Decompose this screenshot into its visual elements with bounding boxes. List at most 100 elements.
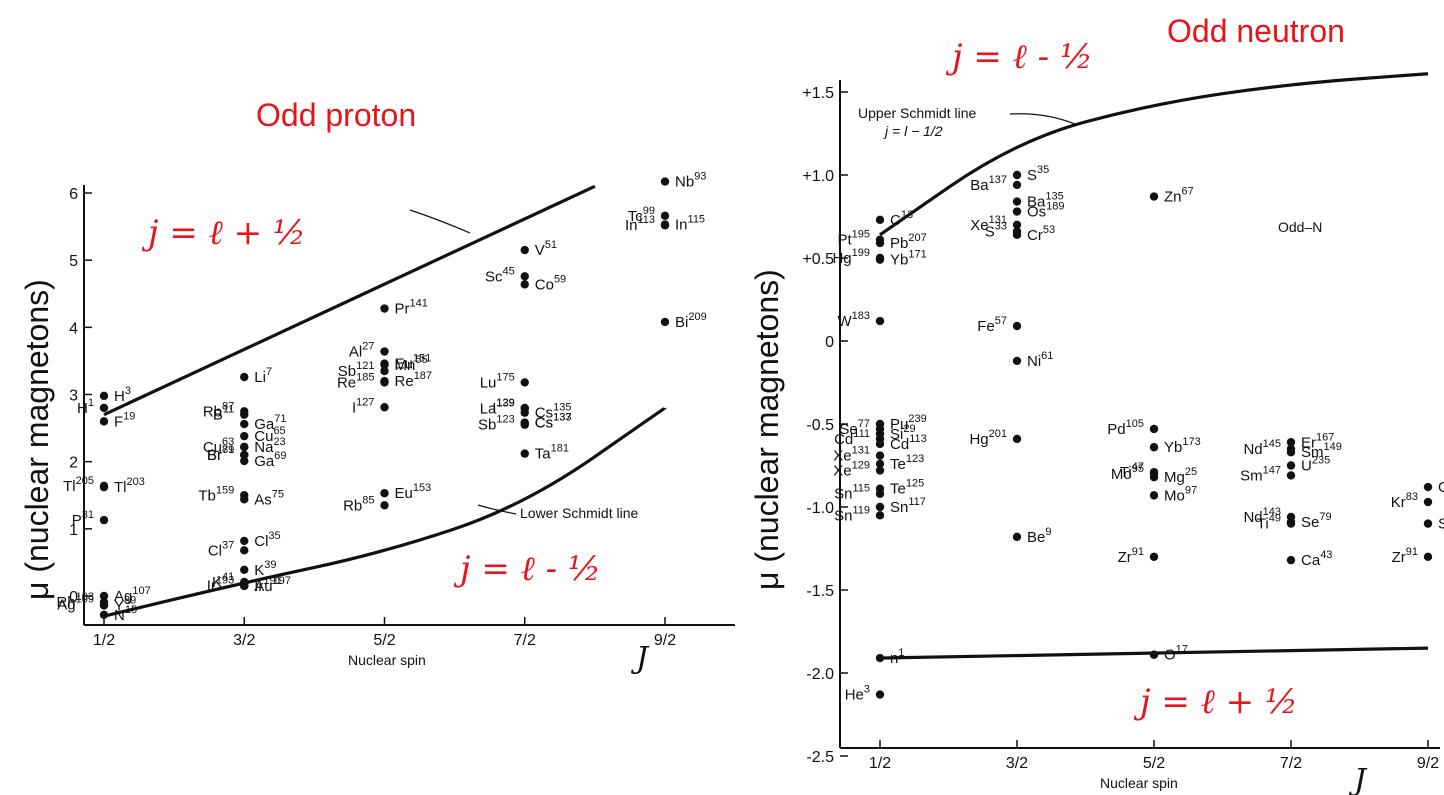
left-upper-line-arrow — [409, 209, 471, 234]
right-x-tick-label: 7/2 — [1280, 755, 1302, 772]
left-point-mass: 51 — [545, 239, 557, 251]
right-point-label: Sm149 — [1301, 441, 1342, 461]
right-point-mass: 115 — [852, 483, 870, 495]
right-point-symbol: S — [1027, 167, 1037, 184]
right-odd-n-label: Odd–N — [1278, 219, 1322, 235]
right-x-symbol: J — [1348, 763, 1368, 795]
right-point-symbol: Fe — [977, 318, 995, 335]
right-point-mass: 97 — [1185, 484, 1197, 496]
left-point-mass: 133 — [553, 412, 571, 424]
right-point-symbol: W — [837, 313, 852, 330]
left-point-mass: 23 — [273, 436, 285, 448]
left-point-label: Tl205 — [63, 475, 94, 495]
left-point-symbol: Nb — [675, 174, 694, 191]
left-point-mass: 45 — [503, 265, 515, 277]
right-upper-eq: j = ℓ - ½ — [945, 37, 1093, 77]
left-point-symbol: Cs — [535, 415, 553, 432]
right-point-label: Fe57 — [977, 315, 1007, 335]
left-point — [380, 347, 389, 356]
left-point-label: Cl35 — [254, 530, 280, 550]
left-point-mass: 205 — [76, 475, 94, 487]
right-point-mass: 199 — [852, 247, 870, 259]
left-point-label: Tl203 — [114, 476, 145, 496]
right-point-symbol: Mo — [1164, 487, 1185, 504]
right-point-mass: 207 — [908, 232, 926, 244]
left-point-label: Bi209 — [675, 311, 707, 331]
left-point-mass: 3 — [125, 385, 131, 397]
right-point-mass: 123 — [906, 453, 924, 465]
left-point-mass: 141 — [410, 298, 428, 310]
right-upper-line-label: Upper Schmidt line — [858, 105, 976, 121]
right-point-label: Mo95 — [1111, 463, 1144, 483]
left-point-label: Nb93 — [675, 171, 706, 191]
right-point — [1286, 461, 1296, 470]
left-point-mass: 175 — [496, 371, 514, 383]
left-point-symbol: Ir — [207, 577, 216, 594]
right-point-symbol: Se — [839, 421, 857, 438]
left-point-mass: 63 — [222, 436, 234, 448]
right-point-label: Ti47 — [1120, 461, 1144, 481]
left-point — [240, 456, 249, 466]
left-point — [520, 403, 529, 413]
right-point-label: Pu239 — [890, 413, 927, 433]
right-point-label: Cd113 — [890, 433, 927, 453]
right-point — [1012, 532, 1022, 542]
right-point-label: C13 — [890, 209, 913, 229]
right-point-symbol: Zr — [1392, 549, 1406, 566]
left-point-mass: 81 — [222, 444, 234, 456]
left-point-mass: 1 — [88, 397, 94, 409]
right-point — [875, 439, 885, 449]
left-y-tick-label: 0 — [69, 589, 78, 606]
left-point — [240, 581, 249, 591]
right-point-symbol: Te — [890, 481, 906, 498]
left-point — [380, 489, 389, 498]
right-point-mass: 61 — [1041, 350, 1053, 362]
left-point — [240, 536, 249, 546]
right-title: Odd neutron — [1167, 13, 1345, 49]
left-point-symbol: Cu — [203, 439, 222, 456]
right-point — [1286, 519, 1296, 528]
right-point-label: Mo97 — [1164, 484, 1197, 504]
right-point-symbol: Sn — [834, 486, 852, 503]
right-point-label: Zr91 — [1118, 546, 1144, 566]
left-point-label: Eu153 — [395, 482, 432, 502]
left-point — [99, 417, 109, 426]
right-point — [1423, 497, 1433, 507]
left-point-symbol: Cu — [254, 428, 273, 445]
left-point — [520, 449, 529, 458]
right-point — [875, 255, 885, 264]
left-point-label: Tb159 — [198, 484, 234, 504]
right-point-label: Pd105 — [1107, 418, 1144, 438]
right-point-label: Se77 — [839, 418, 870, 438]
right-y-tick-label: -0.5 — [806, 417, 834, 434]
right-point-mass: 149 — [1324, 441, 1342, 453]
left-point — [240, 565, 249, 575]
right-point-symbol: Yb — [890, 252, 908, 269]
right-point-symbol: Ba — [1027, 194, 1046, 211]
left-point-mass: 197 — [273, 575, 291, 587]
right-point-mass: 173 — [1182, 436, 1200, 448]
left-point-mass: 89 — [124, 594, 136, 606]
right-point-symbol: Mo — [1111, 466, 1132, 483]
left-schmidt-line-0 — [103, 184, 596, 417]
left-point-mass: 71 — [274, 413, 286, 425]
left-point-label: Y89 — [114, 594, 136, 614]
left-point-symbol: Rb — [203, 403, 222, 420]
right-x-tick-label: 3/2 — [1006, 755, 1028, 772]
left-point-mass: 107 — [132, 585, 150, 597]
left-point-label: As75 — [254, 488, 284, 508]
left-x-symbol: J — [630, 641, 650, 676]
left-point-symbol: Cs — [535, 415, 553, 432]
left-point-label: Cs133 — [535, 412, 572, 432]
right-point-label: Sn119 — [834, 504, 870, 524]
right-point — [875, 466, 885, 475]
right-point — [875, 502, 885, 512]
right-point — [875, 690, 885, 699]
right-point — [1149, 192, 1159, 201]
left-point-mass: 93 — [694, 171, 706, 183]
left-upper-eq: j = ℓ + ½ — [141, 213, 306, 253]
left-point-mass: 31 — [82, 509, 94, 521]
right-point — [1286, 448, 1296, 457]
